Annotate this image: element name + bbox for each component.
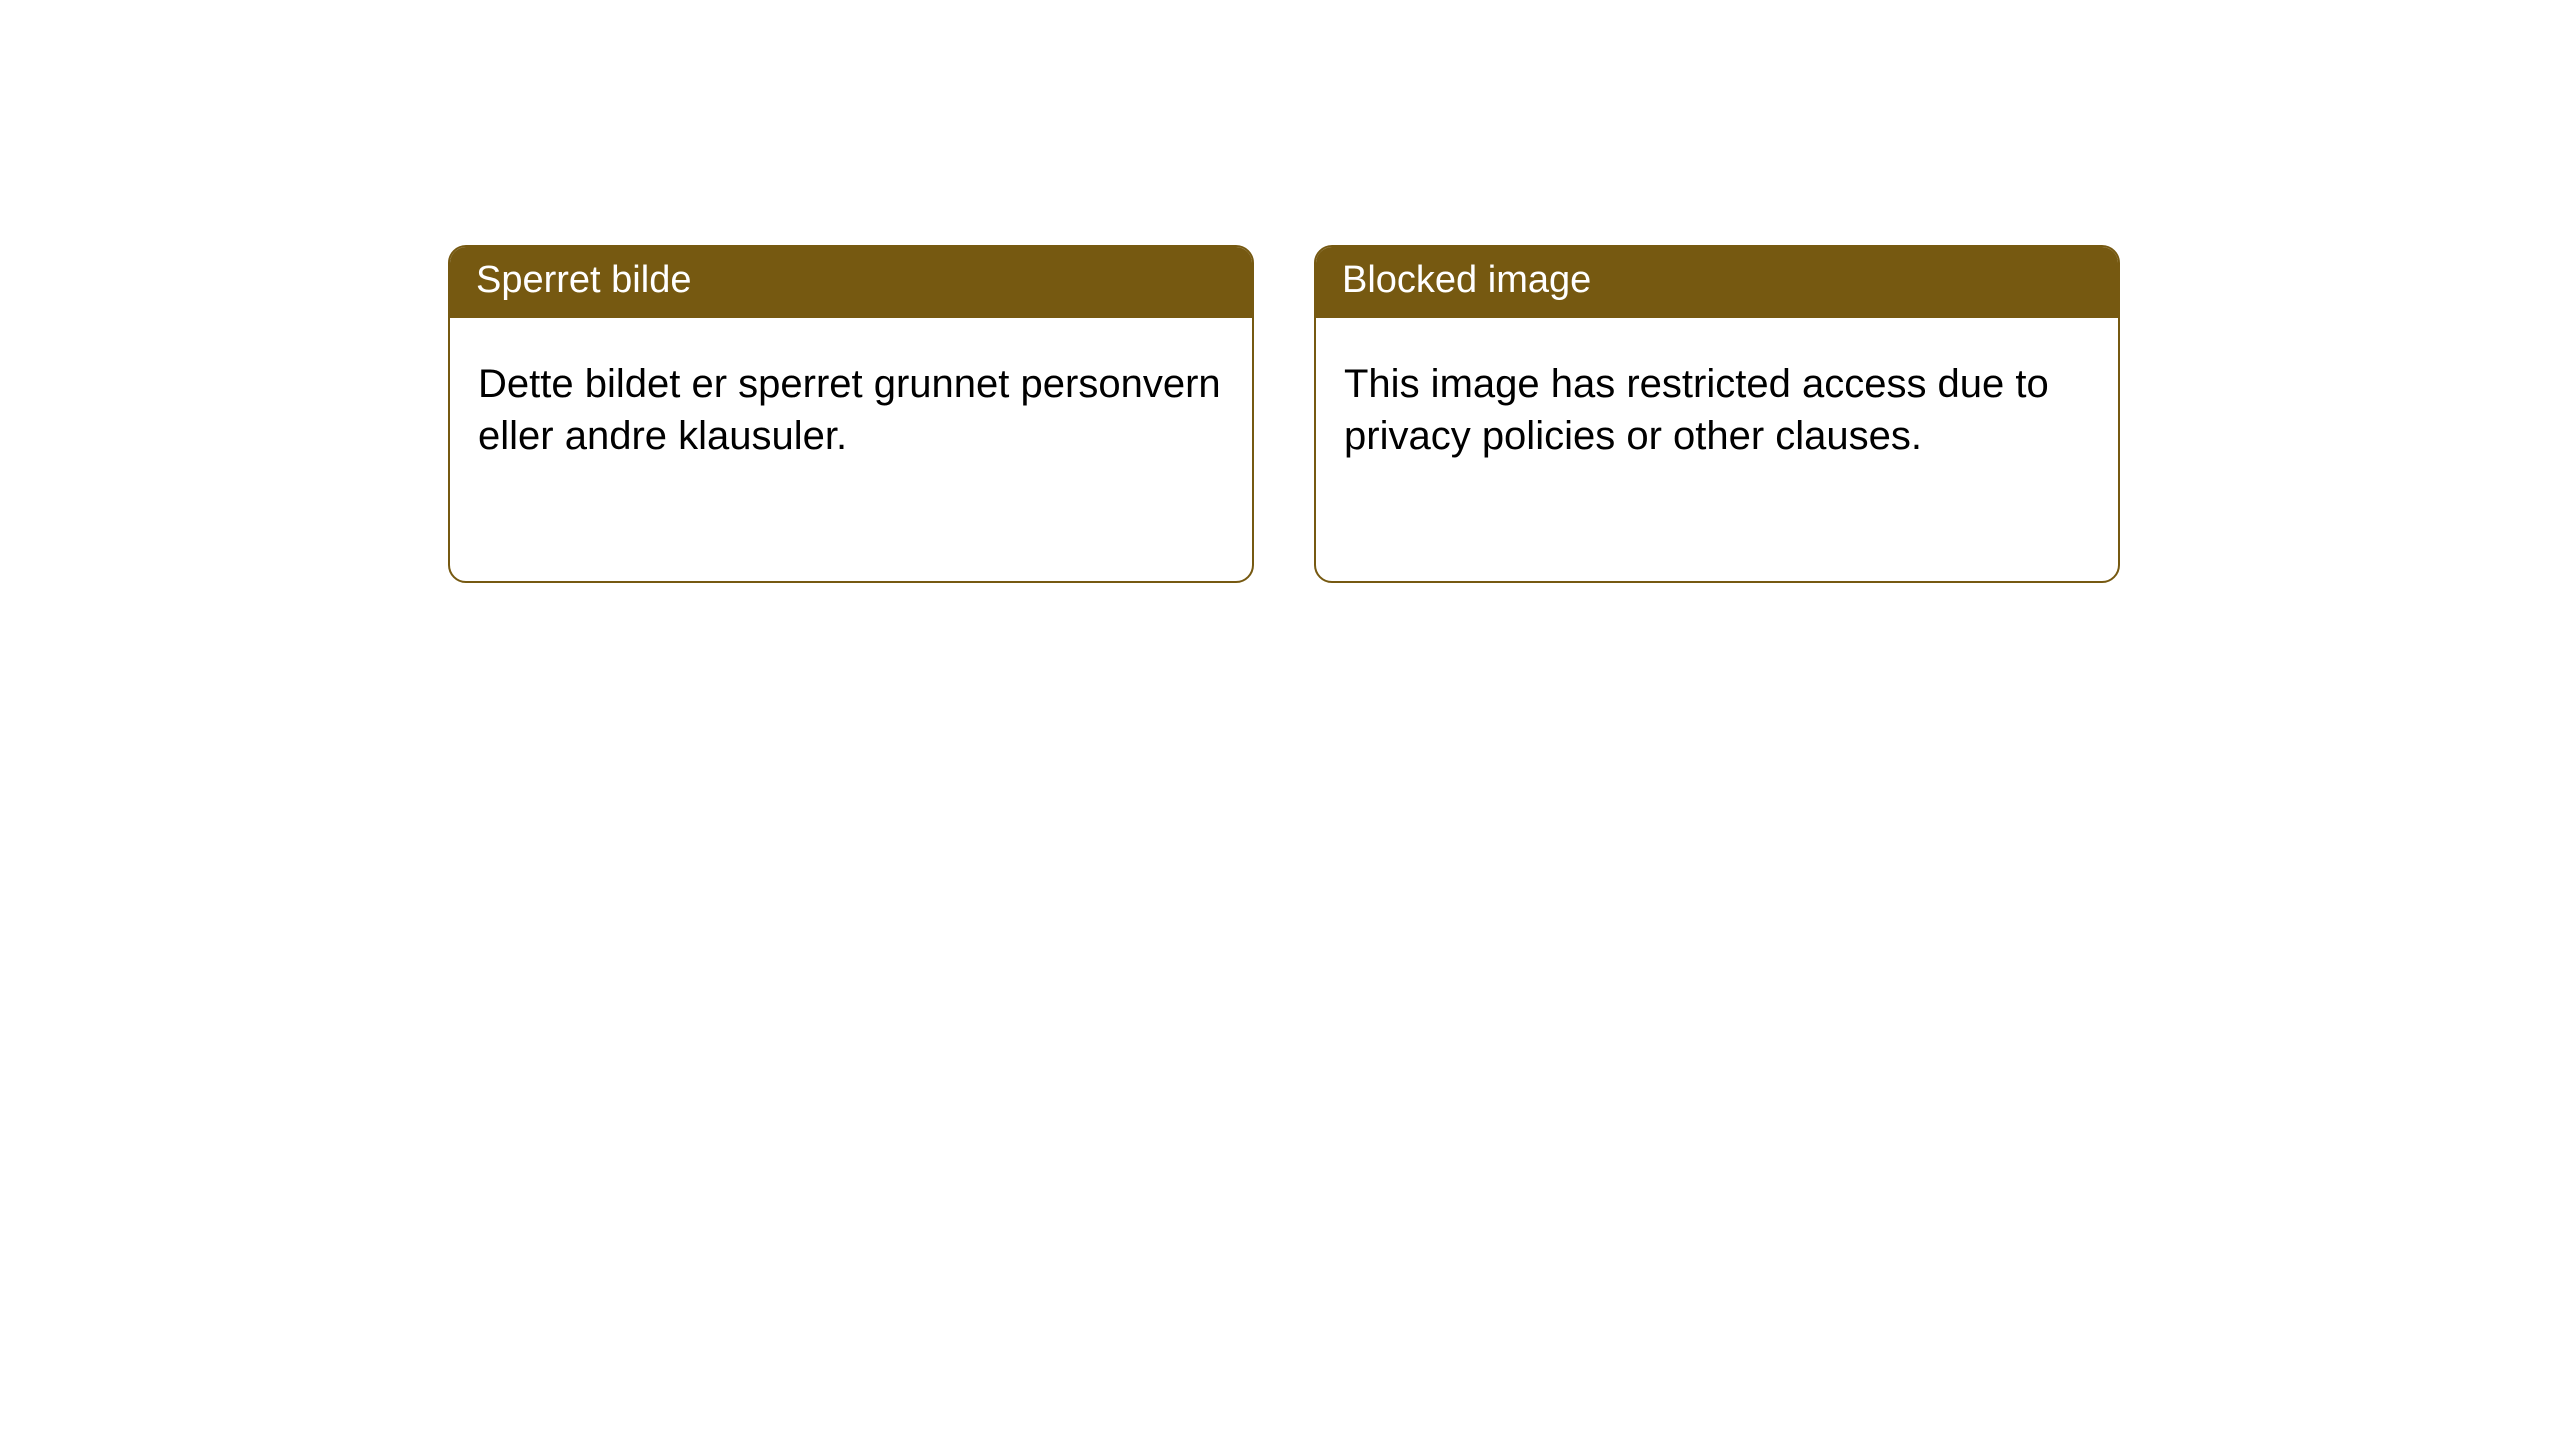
card-body: Dette bildet er sperret grunnet personve…	[450, 318, 1252, 502]
card-body: This image has restricted access due to …	[1316, 318, 2118, 502]
blocked-image-card-no: Sperret bilde Dette bildet er sperret gr…	[448, 245, 1254, 583]
notice-container: Sperret bilde Dette bildet er sperret gr…	[0, 0, 2560, 583]
card-header: Sperret bilde	[450, 247, 1252, 318]
blocked-image-card-en: Blocked image This image has restricted …	[1314, 245, 2120, 583]
card-header: Blocked image	[1316, 247, 2118, 318]
